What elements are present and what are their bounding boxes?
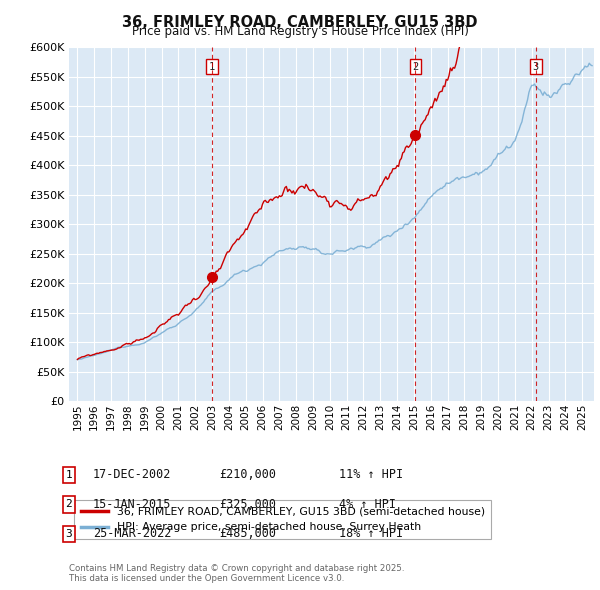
Text: 1: 1: [209, 62, 215, 71]
Text: 4% ↑ HPI: 4% ↑ HPI: [339, 498, 396, 511]
Text: Contains HM Land Registry data © Crown copyright and database right 2025.
This d: Contains HM Land Registry data © Crown c…: [69, 563, 404, 583]
Text: £485,000: £485,000: [219, 527, 276, 540]
Text: 17-DEC-2002: 17-DEC-2002: [93, 468, 172, 481]
Legend: 36, FRIMLEY ROAD, CAMBERLEY, GU15 3BD (semi-detached house), HPI: Average price,: 36, FRIMLEY ROAD, CAMBERLEY, GU15 3BD (s…: [74, 500, 491, 539]
Text: 2: 2: [412, 62, 418, 71]
Text: £210,000: £210,000: [219, 468, 276, 481]
Text: 1: 1: [65, 470, 73, 480]
Text: £325,000: £325,000: [219, 498, 276, 511]
Text: 15-JAN-2015: 15-JAN-2015: [93, 498, 172, 511]
Text: 3: 3: [65, 529, 73, 539]
Text: 36, FRIMLEY ROAD, CAMBERLEY, GU15 3BD: 36, FRIMLEY ROAD, CAMBERLEY, GU15 3BD: [122, 15, 478, 30]
Text: 18% ↑ HPI: 18% ↑ HPI: [339, 527, 403, 540]
Text: 2: 2: [65, 500, 73, 509]
Text: 25-MAR-2022: 25-MAR-2022: [93, 527, 172, 540]
Text: 11% ↑ HPI: 11% ↑ HPI: [339, 468, 403, 481]
Text: Price paid vs. HM Land Registry's House Price Index (HPI): Price paid vs. HM Land Registry's House …: [131, 25, 469, 38]
Text: 3: 3: [533, 62, 539, 71]
